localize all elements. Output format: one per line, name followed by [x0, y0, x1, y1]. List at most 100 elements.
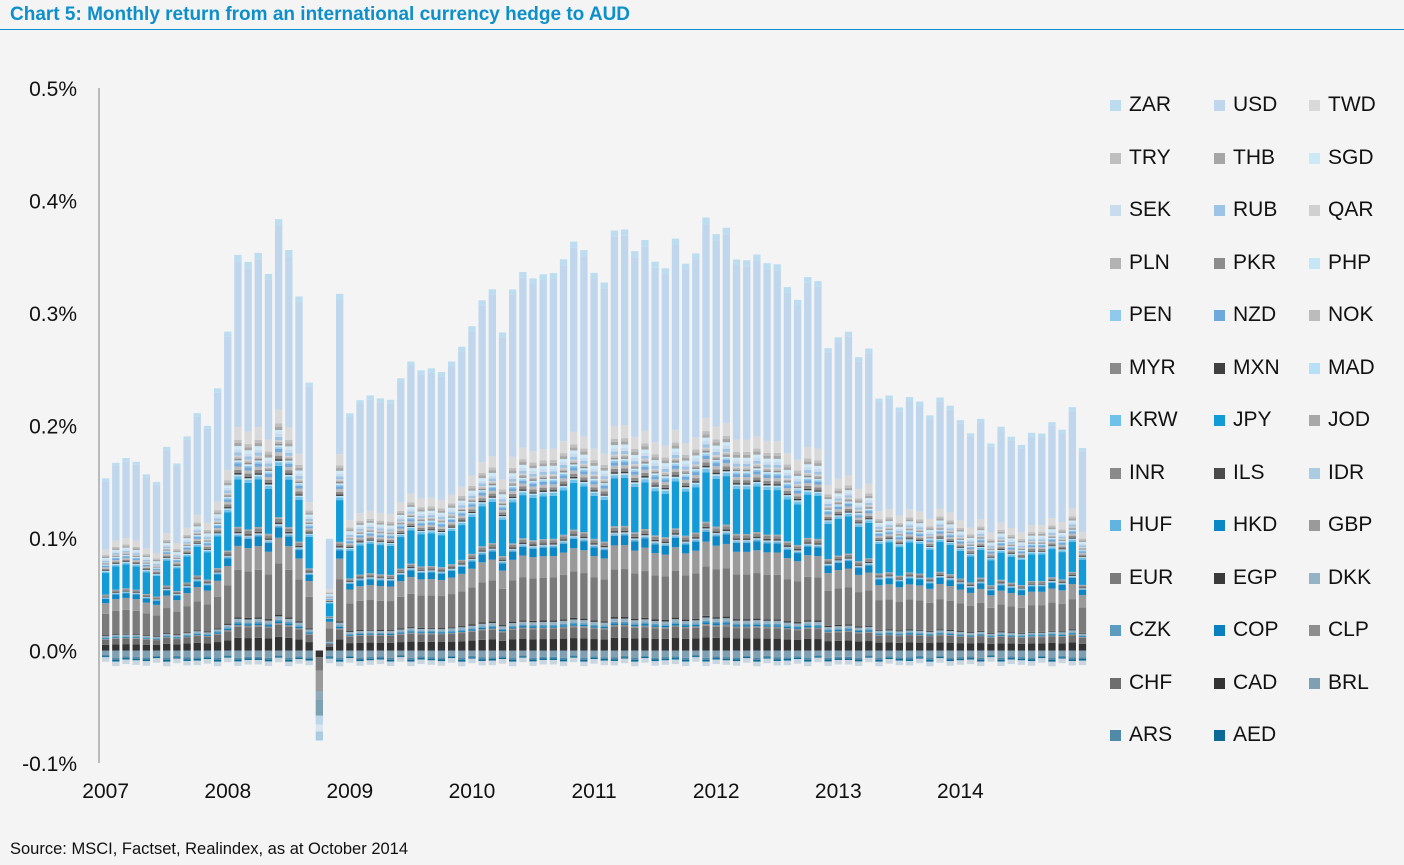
- bar-segment: [793, 488, 802, 490]
- bar-segment: [763, 458, 771, 462]
- bar-segment: [732, 483, 741, 485]
- bar-segment: [305, 525, 313, 527]
- bar-segment: [987, 657, 995, 662]
- bar-segment: [1007, 547, 1015, 548]
- bar-segment: [987, 557, 995, 559]
- bar-segment: [458, 518, 466, 521]
- bar-segment: [224, 509, 232, 513]
- bar-segment: [336, 494, 344, 496]
- bar-segment: [509, 544, 517, 548]
- bar-segment: [122, 461, 130, 539]
- bar-segment: [570, 534, 578, 536]
- legend-label: THB: [1233, 145, 1275, 169]
- bar-segment: [315, 731, 324, 741]
- bar-segment: [885, 630, 893, 633]
- bar-segment: [234, 446, 242, 450]
- bar-segment: [692, 550, 700, 574]
- bar-segment: [895, 537, 903, 540]
- bar-segment: [498, 503, 507, 506]
- bar-segment: [1017, 554, 1026, 557]
- bar-segment: [132, 566, 140, 590]
- bar-segment: [631, 477, 639, 481]
- bar-segment: [885, 573, 893, 576]
- bar-month: [641, 240, 649, 663]
- bar-segment: [865, 520, 873, 523]
- bar-segment: [183, 586, 191, 588]
- bar-segment: [854, 592, 863, 627]
- bar-segment: [458, 573, 466, 592]
- legend-item: TRY: [1110, 146, 1214, 200]
- bar-segment: [753, 471, 761, 475]
- bar-segment: [163, 552, 171, 554]
- bar-segment: [458, 496, 466, 499]
- bar-segment: [926, 518, 934, 527]
- legend-label: TWD: [1328, 93, 1376, 116]
- bar-segment: [193, 576, 201, 579]
- bar-segment: [824, 523, 832, 560]
- bar-segment: [488, 456, 496, 468]
- bar-segment: [641, 638, 649, 651]
- bar-segment: [600, 558, 608, 580]
- bar-segment: [641, 446, 649, 450]
- bar-segment: [773, 638, 781, 651]
- bar-segment: [315, 700, 324, 716]
- bar-segment: [336, 473, 344, 477]
- bar-segment: [1068, 526, 1076, 528]
- bar-segment: [325, 641, 334, 643]
- bar-segment: [936, 571, 944, 573]
- bar-segment: [539, 491, 547, 494]
- bar-segment: [417, 658, 425, 660]
- legend-label: DKK: [1328, 565, 1372, 589]
- bar-segment: [580, 454, 588, 458]
- bar-segment: [529, 470, 537, 474]
- bar-segment: [366, 650, 374, 658]
- chart-area: -0.1% 0.0% 0.1% 0.2% 0.3% 0.4% 0.5% 2007 2008 200…: [0, 60, 1100, 820]
- bar-segment: [763, 534, 771, 536]
- bar-segment: [580, 451, 588, 455]
- bar-segment: [102, 559, 110, 561]
- bar-segment: [590, 460, 598, 463]
- bar-segment: [1058, 539, 1066, 541]
- bar-segment: [600, 488, 608, 492]
- bar-segment: [356, 535, 364, 538]
- bar-segment: [600, 467, 608, 471]
- bar-segment: [498, 502, 507, 504]
- bar-segment: [1017, 643, 1026, 651]
- bar-segment: [1027, 550, 1036, 552]
- bar-segment: [203, 549, 212, 551]
- bar-segment: [1017, 590, 1026, 596]
- bar-segment: [142, 572, 151, 594]
- bar-segment: [732, 463, 741, 467]
- bar-segment: [895, 544, 903, 546]
- bar-segment: [946, 650, 954, 658]
- bar-segment: [458, 659, 466, 662]
- bar-segment: [213, 571, 222, 573]
- bar-segment: [885, 528, 893, 530]
- bar-segment: [397, 642, 405, 651]
- bar-segment: [559, 543, 568, 553]
- bar-segment: [661, 268, 669, 275]
- bar-segment: [478, 502, 486, 504]
- bar-segment: [773, 552, 781, 575]
- bar-segment: [956, 579, 965, 582]
- bar-month: [610, 230, 619, 666]
- bar-segment: [468, 625, 476, 629]
- bar-segment: [112, 661, 120, 667]
- bar-segment: [834, 628, 842, 630]
- bar-segment: [1048, 425, 1056, 519]
- bar-segment: [254, 455, 262, 458]
- bar-segment: [203, 636, 212, 644]
- bar-segment: [916, 650, 924, 656]
- bar-segment: [936, 658, 944, 663]
- bar-segment: [641, 477, 649, 480]
- bar-segment: [926, 634, 934, 636]
- bar-segment: [681, 485, 690, 488]
- bar-segment: [1068, 659, 1076, 661]
- bar-segment: [885, 578, 893, 585]
- bar-segment: [865, 511, 873, 514]
- bar-segment: [122, 592, 130, 594]
- bar-segment: [916, 542, 924, 544]
- bar-segment: [437, 519, 446, 521]
- bar-segment: [753, 550, 761, 574]
- bar-segment: [1078, 636, 1087, 638]
